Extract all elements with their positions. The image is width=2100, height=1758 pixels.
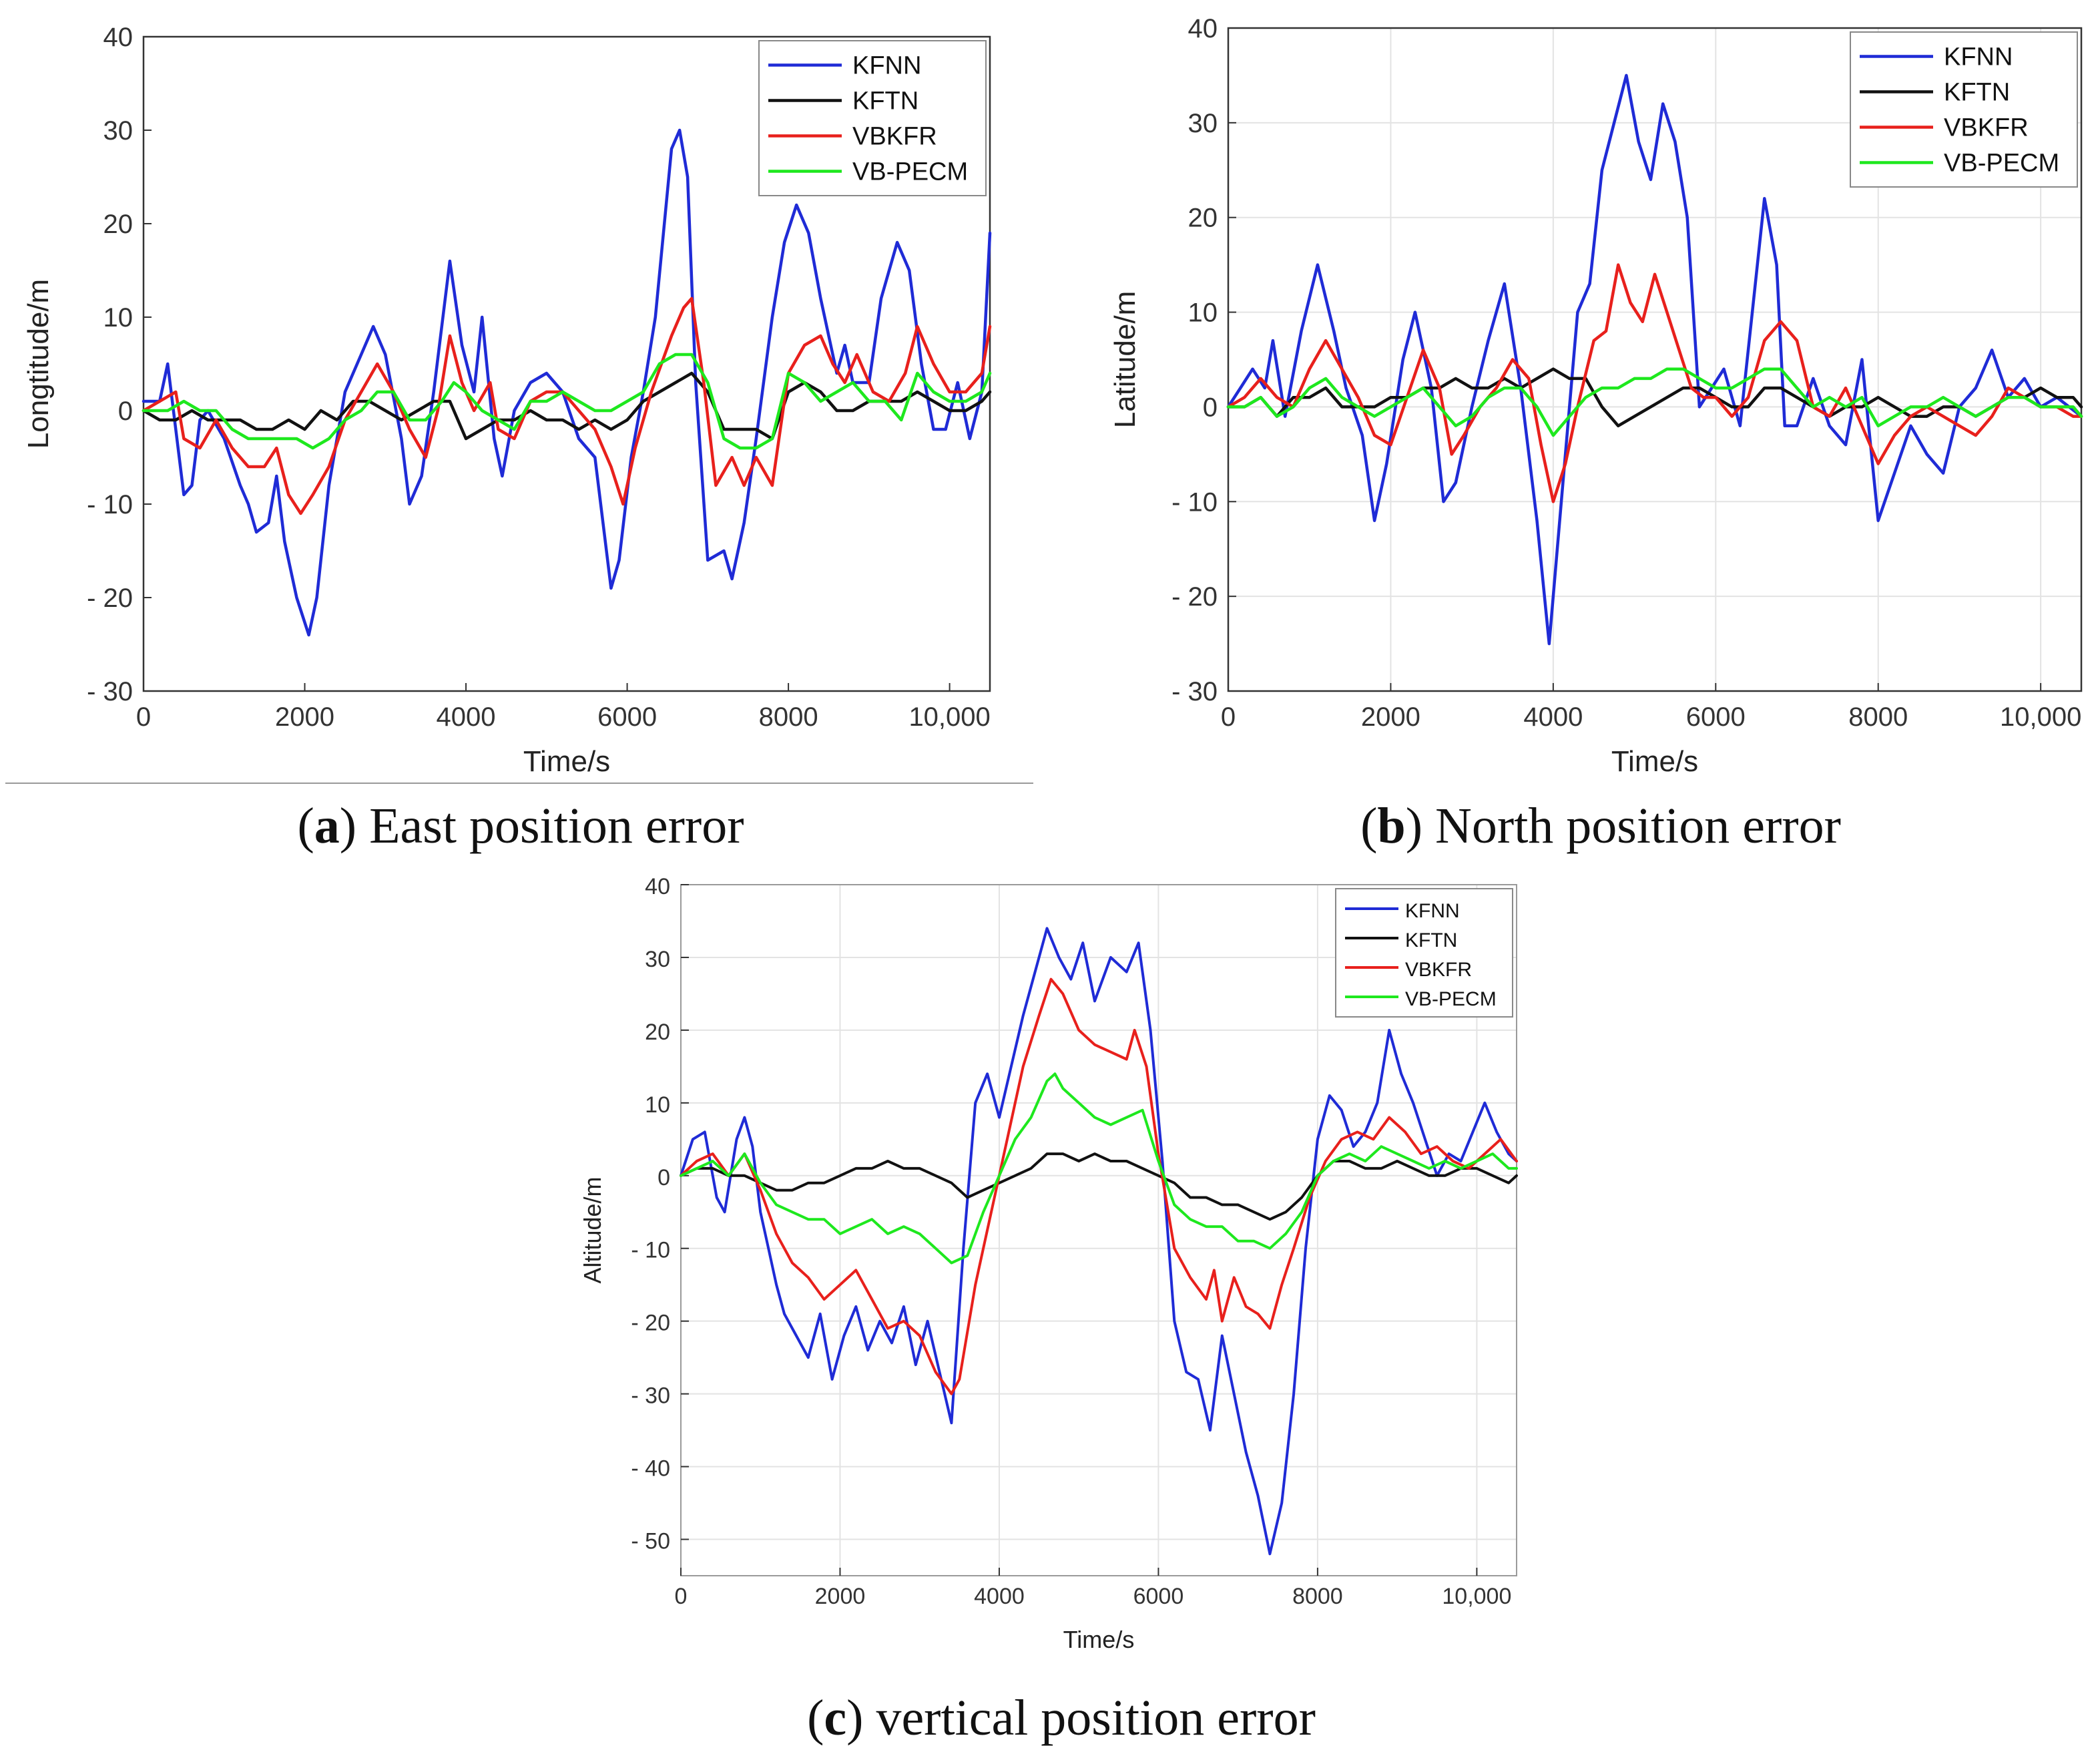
legend-label-vb-pecm: VB-PECM <box>1405 988 1497 1010</box>
plot-area-frame <box>680 884 1517 1576</box>
x-tick-label: 10,000 <box>1442 1584 1511 1609</box>
caption-b: (b) North position error <box>1360 798 1841 854</box>
plot-area-frame <box>1227 27 2083 692</box>
y-tick-label: 30 <box>1188 109 1218 138</box>
y-tick-label: 30 <box>645 947 670 972</box>
legend-label-kftn: KFTN <box>1405 929 1457 951</box>
series-line-kfnn <box>680 927 1518 1556</box>
series-line-kftn <box>1226 367 2083 428</box>
legend-label-kfnn: KFNN <box>1944 43 2013 71</box>
y-tick-label: - 10 <box>631 1238 670 1263</box>
x-tick-label: 8000 <box>759 702 818 732</box>
x-tick-label: 6000 <box>597 702 657 732</box>
x-tick-label: 4000 <box>1523 702 1583 732</box>
y-tick-label: 0 <box>658 1165 670 1190</box>
series-line-kftn <box>680 1152 1518 1221</box>
x-tick-label: 8000 <box>1848 702 1908 732</box>
legend-label-kfnn: KFNN <box>852 52 921 80</box>
y-axis-label: Latitude/m <box>1109 291 1141 428</box>
legend-label-vbkfr: VBKFR <box>852 123 937 151</box>
y-tick-label: - 30 <box>1171 677 1218 706</box>
x-tick-label: 2000 <box>275 702 334 732</box>
x-tick-label: 2000 <box>1361 702 1420 732</box>
y-tick-label: 20 <box>645 1020 670 1045</box>
caption-c: (c) vertical position error <box>807 1690 1316 1746</box>
y-tick-label: - 10 <box>87 490 133 519</box>
y-tick-label: 10 <box>1188 298 1218 328</box>
y-tick-label: 40 <box>645 874 670 899</box>
y-tick-label: 30 <box>103 116 134 146</box>
y-tick-label: - 20 <box>631 1311 670 1336</box>
y-tick-label: 0 <box>118 397 133 426</box>
y-axis-label: Altitude/m <box>579 1176 606 1283</box>
series-line-kfnn <box>1226 73 2083 646</box>
series-line-vbkfr <box>680 977 1518 1395</box>
legend-label-vb-pecm: VB-PECM <box>852 158 968 186</box>
y-tick-label: - 20 <box>1171 582 1218 612</box>
legend-label-kftn: KFTN <box>1944 79 2010 107</box>
x-axis-label: Time/s <box>1063 1626 1135 1653</box>
x-tick-label: 10,000 <box>2000 702 2081 732</box>
x-tick-label: 10,000 <box>908 702 990 732</box>
series-line-kfnn <box>142 128 992 637</box>
legend-label-kfnn: KFNN <box>1405 900 1460 922</box>
y-tick-label: - 50 <box>631 1529 670 1554</box>
x-axis-label: Time/s <box>523 745 610 778</box>
x-tick-label: 2000 <box>815 1584 866 1609</box>
legend-label-vb-pecm: VB-PECM <box>1944 150 2059 178</box>
y-tick-label: - 10 <box>1171 487 1218 517</box>
y-tick-label: - 40 <box>631 1456 670 1482</box>
x-axis-label: Time/s <box>1611 745 1698 778</box>
x-tick-label: 6000 <box>1133 1584 1184 1609</box>
series-line-vb-pecm <box>680 1072 1518 1265</box>
x-tick-label: 4000 <box>437 702 496 732</box>
y-axis-label: Longtitude/m <box>22 279 55 449</box>
series-line-kftn <box>142 371 992 441</box>
x-tick-label: 4000 <box>974 1584 1025 1609</box>
y-tick-label: 0 <box>1203 393 1218 422</box>
series-line-vbkfr <box>142 296 992 515</box>
y-tick-label: 20 <box>103 210 134 239</box>
y-tick-label: 40 <box>1188 14 1218 43</box>
chart-north-position: 0 2000 4000 6000 8000 10,000 - 30 - 20 - 10 0 10 20… <box>1109 14 2083 778</box>
legend-label-vbkfr: VBKFR <box>1944 114 2029 142</box>
y-tick-label: 20 <box>1188 204 1218 233</box>
plot-area-frame <box>142 35 991 692</box>
series-line-vbkfr <box>1226 263 2083 503</box>
y-tick-label: 40 <box>103 23 134 52</box>
x-tick-label: 0 <box>136 702 151 732</box>
y-tick-label: - 30 <box>631 1383 670 1409</box>
chart-east-position: 0 2000 4000 6000 8000 10,000 - 30 - 20 - 10 0 10 20… <box>22 23 992 778</box>
x-tick-label: 0 <box>1221 702 1236 732</box>
y-tick-label: 10 <box>645 1092 670 1118</box>
y-tick-label: - 30 <box>87 677 133 706</box>
x-tick-label: 0 <box>675 1584 688 1609</box>
series-line-vb-pecm <box>142 353 992 450</box>
legend-label-vbkfr: VBKFR <box>1405 959 1472 981</box>
caption-a: (a) East position error <box>297 798 744 854</box>
y-tick-label: - 20 <box>87 584 133 613</box>
x-tick-label: 6000 <box>1686 702 1746 732</box>
legend-label-kftn: KFTN <box>852 87 918 116</box>
x-tick-label: 8000 <box>1292 1584 1343 1609</box>
chart-vertical-position: 0 2000 4000 6000 8000 10,000 - 50 - 40 - 30 - 20 -… <box>579 874 1518 1653</box>
y-tick-label: 10 <box>103 303 134 333</box>
series-line-vb-pecm <box>1226 367 2083 437</box>
